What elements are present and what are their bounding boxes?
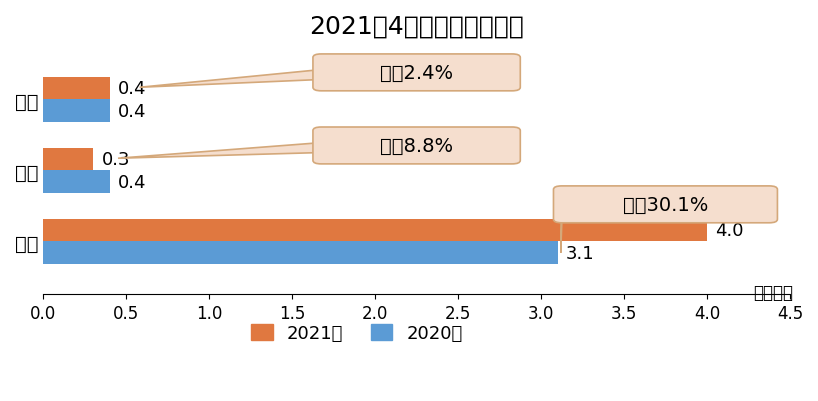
- Bar: [43, 242, 558, 264]
- Text: 增长30.1%: 增长30.1%: [622, 195, 708, 214]
- Text: 0.4: 0.4: [118, 173, 146, 191]
- Text: 0.4: 0.4: [118, 80, 146, 98]
- Text: 0.3: 0.3: [101, 150, 130, 168]
- Text: 下降8.8%: 下降8.8%: [380, 137, 453, 156]
- Legend: 2021年, 2020年: 2021年, 2020年: [244, 316, 470, 349]
- Bar: [43, 219, 707, 242]
- Bar: [43, 148, 93, 171]
- Polygon shape: [118, 143, 321, 159]
- Text: 4.0: 4.0: [715, 221, 744, 239]
- Bar: [43, 171, 110, 194]
- Text: 3.1: 3.1: [566, 244, 595, 262]
- Bar: [43, 77, 110, 100]
- Title: 2021年4月客车分车型销量: 2021年4月客车分车型销量: [309, 15, 524, 39]
- Bar: [43, 100, 110, 123]
- Text: （万辆）: （万辆）: [753, 284, 793, 302]
- Text: 0.4: 0.4: [118, 102, 146, 120]
- FancyBboxPatch shape: [313, 55, 520, 91]
- Polygon shape: [561, 202, 562, 253]
- FancyBboxPatch shape: [554, 186, 777, 223]
- Text: 下降2.4%: 下降2.4%: [380, 64, 453, 83]
- FancyBboxPatch shape: [313, 128, 520, 164]
- Polygon shape: [140, 70, 321, 88]
